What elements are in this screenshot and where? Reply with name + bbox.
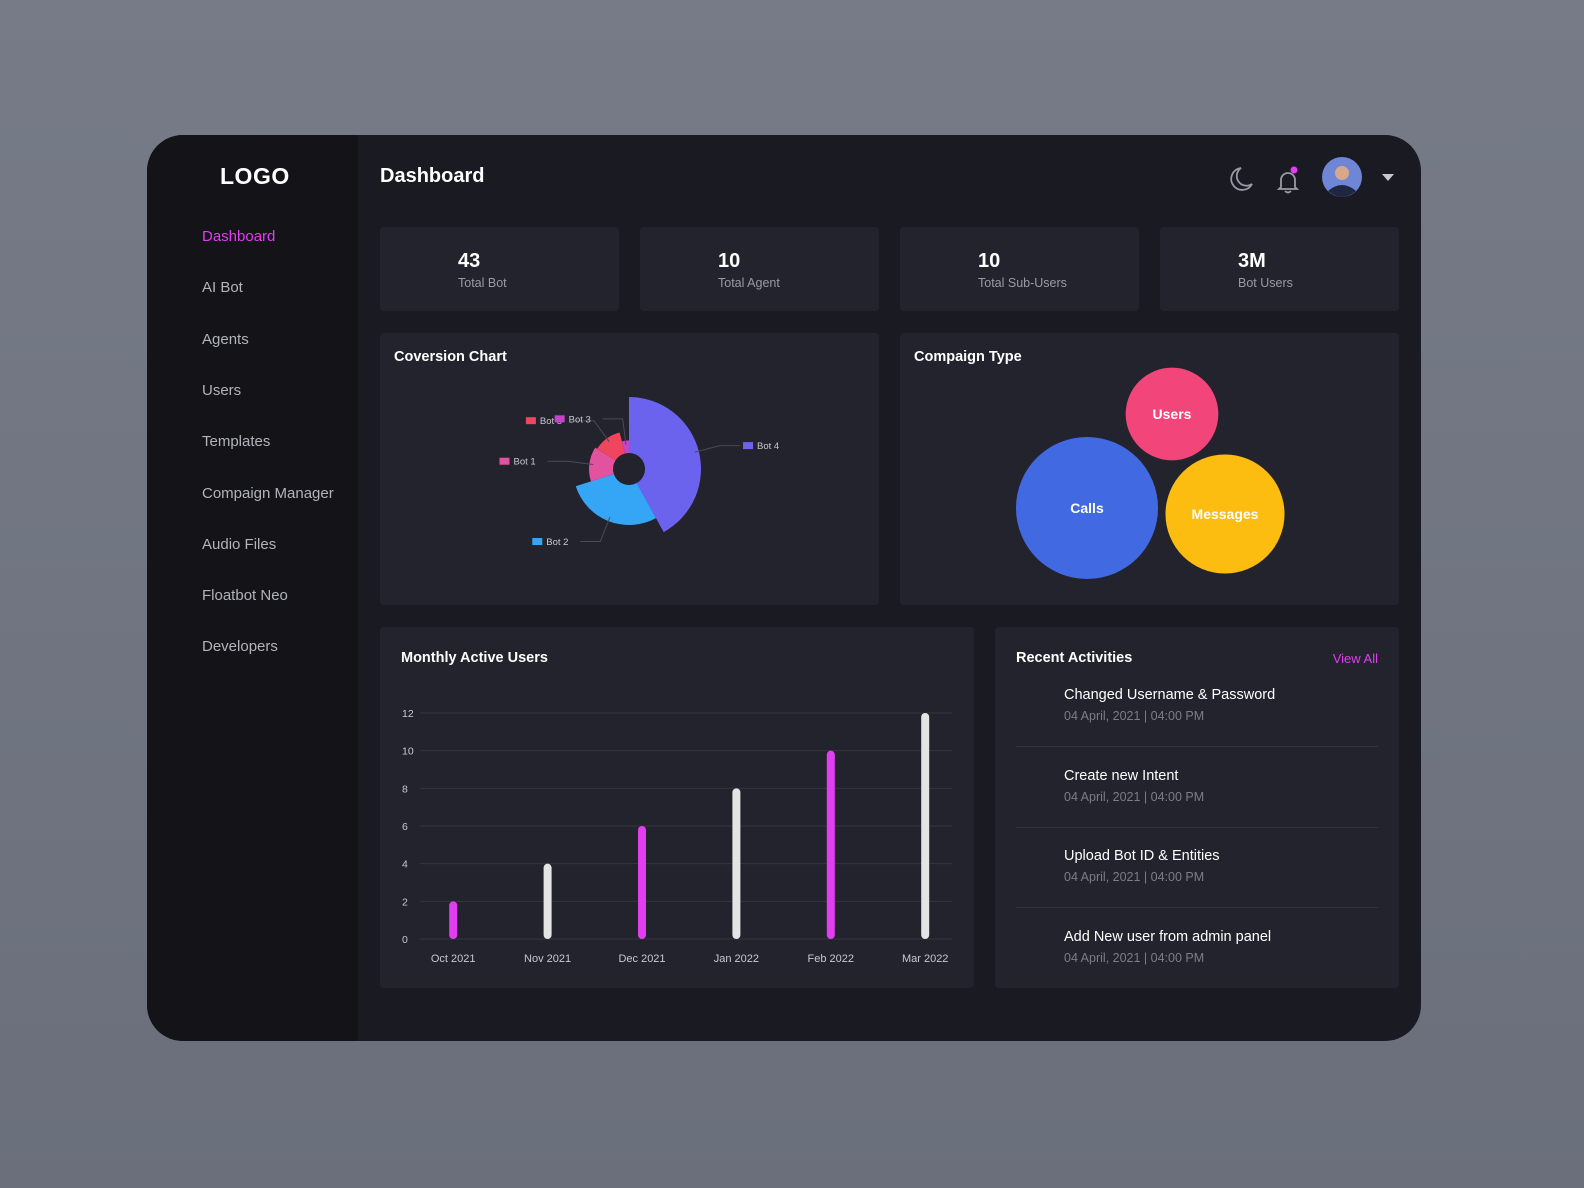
x-tick-label: Dec 2021: [618, 953, 665, 965]
stat-card: 3M Bot Users: [1160, 227, 1399, 311]
stat-value: 3M: [1238, 250, 1266, 272]
activity-time: 04 April, 2021 | 04:00 PM: [1064, 709, 1205, 723]
y-tick-label: 12: [402, 708, 414, 720]
activities-card: Recent Activities View All Changed Usern…: [995, 627, 1399, 988]
legend-label: Bot 1: [513, 457, 535, 468]
activity-title: Upload Bot ID & Entities: [1064, 848, 1220, 864]
chart-1: Users Calls Messages: [1015, 367, 1285, 580]
pie-segment: [621, 440, 629, 454]
stat-label: Total Sub-Users: [978, 276, 1067, 290]
menu-item[interactable]: Compaign Manager: [202, 484, 334, 502]
stat-value: 43: [458, 250, 481, 272]
card-title: Compaign Type: [914, 349, 1022, 365]
leader-line: [602, 418, 627, 445]
sidebar: LOGO Dashboard AI Bot Agents Users Templates…: [147, 135, 358, 1041]
bar: [921, 713, 930, 939]
x-tick-label: Mar 2022: [902, 953, 948, 965]
x-tick-label: Nov 2021: [524, 953, 571, 965]
stat-value: 10: [978, 250, 1001, 272]
leader-line: [694, 445, 741, 453]
y-tick-label: 0: [402, 934, 408, 946]
chart-0: Bot 4 Bot 2 Bot 1 Bot 5 Bot 3: [499, 397, 779, 548]
bar: [449, 901, 458, 939]
legend-swatch: [532, 538, 543, 546]
x-tick-label: Feb 2022: [808, 953, 854, 965]
stat-card: 10 Total Agent: [640, 227, 879, 311]
pie-segment: [597, 432, 626, 461]
menu-item[interactable]: Developers: [202, 638, 278, 656]
legend-label: Bot 3: [569, 414, 591, 425]
legend-swatch: [525, 417, 536, 425]
menu-item[interactable]: Audio Files: [202, 535, 277, 553]
leader-line: [547, 460, 594, 465]
header-tools: [1230, 157, 1394, 197]
bubble-label: Messages: [1192, 506, 1259, 522]
bubble: [1165, 454, 1285, 574]
legend-label: Bot 2: [546, 537, 568, 548]
y-tick-label: 8: [402, 783, 408, 795]
activity-time: 04 April, 2021 | 04:00 PM: [1064, 950, 1205, 965]
bar: [638, 826, 646, 939]
pie-segment: [575, 473, 656, 525]
menu-item[interactable]: AI Bot: [202, 279, 243, 297]
card-title: Monthly Active Users: [401, 650, 548, 666]
y-tick-label: 2: [402, 896, 408, 908]
view-all-link[interactable]: View All: [1332, 651, 1378, 666]
theme-toggle[interactable]: [1230, 167, 1253, 191]
bar: [826, 750, 835, 939]
bubble-label: Calls: [1070, 500, 1104, 516]
conversion-card: Coversion Chart Bot 4 Bot 2 Bot 1 Bot 5 Bot …: [380, 333, 879, 605]
leader-line: [580, 517, 611, 543]
leader-line: [573, 420, 610, 443]
legend-swatch: [499, 457, 510, 465]
y-tick-label: 6: [402, 821, 408, 833]
divider: [1016, 826, 1378, 828]
y-tick-label: 10: [402, 746, 414, 758]
stat-label: Total Bot: [458, 276, 507, 290]
legend-label: Bot 5: [540, 416, 562, 427]
campaign-card: Compaign Type Users Calls Messages: [900, 333, 1399, 605]
y-tick-label: 4: [402, 859, 408, 871]
x-tick-label: Jan 2022: [714, 953, 759, 965]
card-title: Coversion Chart: [394, 349, 507, 365]
stat-label: Total Agent: [718, 276, 780, 290]
menu-item[interactable]: Templates: [202, 433, 271, 451]
pie-segment: [629, 397, 701, 533]
pie-segment: [589, 447, 616, 482]
legend-label: Bot 4: [757, 441, 779, 452]
chart-2: 0 2 4 6 8 10 12 Oct 2021 Nov 2021 Dec 2021 Jan 202…: [402, 708, 952, 965]
card-title: Recent Activities: [1016, 650, 1133, 666]
activity-title: Create new Intent: [1064, 767, 1179, 784]
logo: LOGO: [220, 163, 290, 189]
page-title: Dashboard: [380, 165, 485, 187]
divider: [1016, 746, 1378, 747]
bubble-label: Users: [1153, 406, 1192, 422]
activity-title: Add New user from admin panel: [1064, 928, 1272, 945]
menu-item[interactable]: Agents: [202, 330, 249, 348]
legend-swatch: [554, 415, 565, 423]
app-window: LOGO Dashboard AI Bot Agents Users Templates…: [147, 135, 1421, 1041]
stat-card: 10 Total Sub-Users: [900, 227, 1139, 311]
monthly-card: Monthly Active Users 0 2 4 6 8 10 12 Oct 2021 No…: [380, 627, 974, 988]
activity-time: 04 April, 2021 | 04:00 PM: [1064, 870, 1205, 884]
menu-item[interactable]: Dashboard: [202, 228, 276, 245]
bar: [543, 863, 552, 939]
notifications[interactable]: [1276, 166, 1300, 194]
activity-title: Changed Username & Password: [1064, 687, 1276, 703]
legend-swatch: [743, 442, 754, 450]
stat-label: Bot Users: [1238, 276, 1293, 290]
x-tick-label: Oct 2021: [431, 953, 476, 965]
activity-time: 04 April, 2021 | 04:00 PM: [1064, 789, 1205, 804]
divider: [1016, 907, 1378, 908]
bar: [732, 788, 741, 939]
user-menu[interactable]: [1322, 157, 1394, 197]
stat-card: 43 Total Bot: [380, 227, 619, 311]
bubble: [1015, 436, 1159, 580]
menu-item[interactable]: Floatbot Neo: [202, 587, 288, 605]
stat-value: 10: [718, 250, 741, 272]
menu-item[interactable]: Users: [202, 381, 242, 399]
bubble: [1125, 367, 1219, 461]
